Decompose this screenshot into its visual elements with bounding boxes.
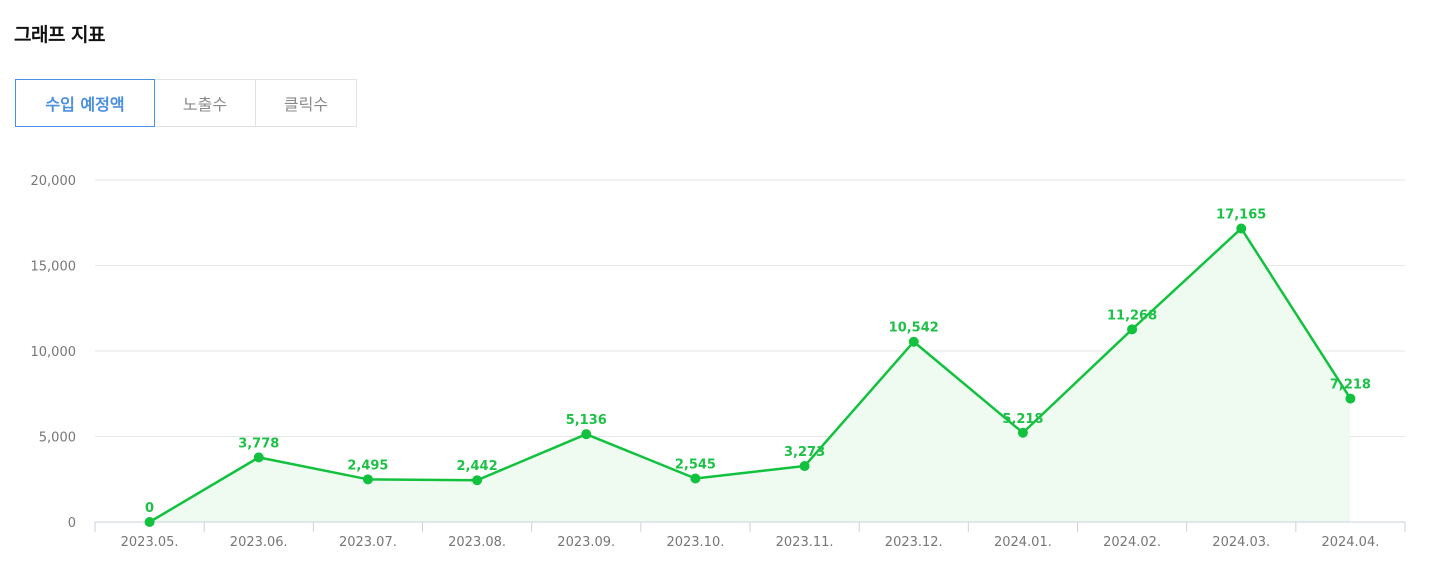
data-label: 2,495 bbox=[347, 458, 388, 473]
data-point bbox=[1236, 223, 1247, 234]
data-label: 10,542 bbox=[889, 321, 939, 336]
y-tick-label: 10,000 bbox=[31, 345, 77, 360]
x-tick-label: 2024.04. bbox=[1321, 535, 1379, 550]
x-tick-label: 2024.01. bbox=[994, 535, 1052, 550]
data-label: 3,273 bbox=[784, 445, 825, 460]
data-label: 3,778 bbox=[238, 436, 279, 451]
x-tick-label: 2024.03. bbox=[1212, 535, 1270, 550]
tab-expected-revenue[interactable]: 수입 예정액 bbox=[15, 79, 155, 127]
y-tick-label: 0 bbox=[68, 516, 76, 531]
x-tick-label: 2023.06. bbox=[230, 535, 288, 550]
x-tick-label: 2024.02. bbox=[1103, 535, 1161, 550]
data-label: 2,442 bbox=[457, 459, 498, 474]
data-label: 5,136 bbox=[566, 413, 607, 428]
metric-tabs: 수입 예정액 노출수 클릭수 bbox=[15, 79, 357, 127]
data-point bbox=[472, 475, 483, 486]
data-point bbox=[1127, 324, 1138, 335]
data-label: 5,218 bbox=[1002, 412, 1043, 427]
data-label: 0 bbox=[145, 501, 154, 516]
series-line bbox=[148, 227, 1352, 524]
tab-clicks[interactable]: 클릭수 bbox=[255, 79, 357, 127]
x-tick-label: 2023.10. bbox=[666, 535, 724, 550]
x-tick-label: 2023.08. bbox=[448, 535, 506, 550]
data-point bbox=[581, 429, 592, 440]
page-title: 그래프 지표 bbox=[14, 24, 106, 46]
area-fill bbox=[149, 228, 1351, 522]
data-label: 2,545 bbox=[675, 457, 716, 472]
x-tick-label: 2023.05. bbox=[121, 535, 179, 550]
y-tick-label: 20,000 bbox=[31, 174, 77, 189]
x-tick-label: 2023.07. bbox=[339, 535, 397, 550]
y-tick-label: 15,000 bbox=[31, 260, 77, 275]
data-point bbox=[908, 336, 919, 347]
y-tick-label: 5,000 bbox=[39, 431, 76, 446]
data-label: 17,165 bbox=[1216, 207, 1266, 222]
data-label: 11,268 bbox=[1107, 308, 1157, 323]
x-tick-label: 2023.12. bbox=[885, 535, 943, 550]
data-point bbox=[690, 473, 701, 484]
data-point bbox=[1345, 393, 1356, 404]
x-tick-label: 2023.09. bbox=[557, 535, 615, 550]
x-tick-label: 2023.11. bbox=[776, 535, 834, 550]
data-point bbox=[799, 461, 810, 472]
data-point bbox=[144, 517, 155, 527]
data-point bbox=[362, 474, 373, 485]
data-point bbox=[253, 452, 264, 463]
data-label: 7,218 bbox=[1330, 378, 1371, 393]
data-point bbox=[1017, 427, 1028, 438]
